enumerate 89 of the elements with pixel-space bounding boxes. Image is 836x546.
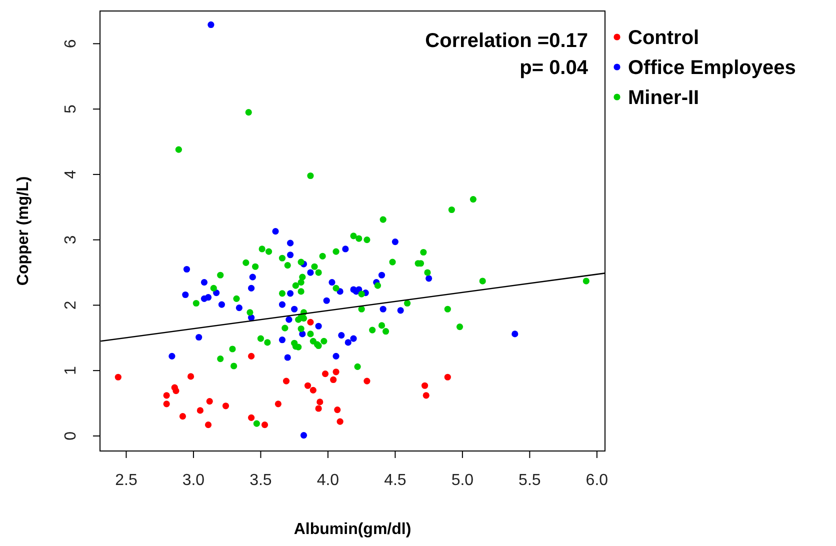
point bbox=[323, 297, 330, 304]
y-tick-label: 2 bbox=[62, 300, 80, 310]
x-tick-label: 2.5 bbox=[115, 472, 138, 489]
point bbox=[222, 402, 230, 410]
annotation: Correlation =0.17 bbox=[425, 30, 588, 52]
point bbox=[336, 418, 344, 425]
point bbox=[422, 392, 430, 399]
point bbox=[187, 373, 194, 380]
point bbox=[248, 414, 255, 421]
y-tick-label: 0 bbox=[62, 431, 80, 440]
point bbox=[310, 386, 316, 394]
legend-label: Control bbox=[628, 27, 700, 49]
point bbox=[287, 252, 294, 258]
point bbox=[287, 240, 294, 246]
annotation: p= 0.04 bbox=[520, 57, 589, 79]
point bbox=[421, 382, 428, 389]
y-tick-label: 5 bbox=[62, 104, 80, 114]
point bbox=[248, 284, 255, 292]
point bbox=[208, 21, 214, 28]
point bbox=[344, 339, 352, 346]
point bbox=[236, 304, 242, 312]
point bbox=[196, 407, 204, 414]
point bbox=[213, 289, 220, 296]
x-tick-label: 5.0 bbox=[451, 472, 474, 489]
y-tick-label: 6 bbox=[62, 39, 80, 48]
point bbox=[392, 238, 398, 246]
point bbox=[330, 376, 337, 384]
legend-label: Miner-II bbox=[628, 87, 700, 109]
point bbox=[200, 279, 208, 286]
point bbox=[182, 291, 189, 298]
point bbox=[274, 400, 282, 408]
point bbox=[183, 266, 190, 273]
point bbox=[342, 246, 349, 252]
point bbox=[278, 301, 286, 308]
point bbox=[282, 378, 290, 384]
point bbox=[286, 316, 292, 323]
point bbox=[322, 370, 329, 378]
point bbox=[218, 301, 226, 308]
point bbox=[291, 306, 298, 312]
point bbox=[163, 400, 170, 408]
point bbox=[316, 398, 324, 406]
legend-label: Office Employees bbox=[628, 57, 796, 79]
point bbox=[249, 274, 256, 280]
point bbox=[364, 378, 370, 384]
x-tick-label: 3.5 bbox=[250, 472, 272, 489]
y-axis-title: Copper (mg/L) bbox=[15, 176, 32, 286]
point bbox=[206, 398, 213, 405]
x-axis-title: Albumin(gm/dl) bbox=[294, 521, 412, 538]
point bbox=[338, 332, 345, 339]
point bbox=[248, 352, 255, 360]
point bbox=[300, 432, 308, 439]
point bbox=[196, 334, 202, 341]
point bbox=[278, 336, 286, 344]
point bbox=[261, 422, 268, 428]
point bbox=[114, 374, 122, 380]
point bbox=[168, 352, 176, 360]
x-tick-label: 6.0 bbox=[586, 472, 608, 489]
point bbox=[332, 368, 340, 376]
x-tick-label: 4.5 bbox=[384, 472, 406, 489]
point bbox=[204, 422, 212, 428]
point bbox=[397, 307, 404, 314]
point bbox=[200, 295, 208, 302]
y-tick-label: 3 bbox=[62, 235, 80, 244]
x-tick-label: 4.0 bbox=[316, 472, 340, 489]
point bbox=[284, 354, 291, 361]
point bbox=[172, 388, 180, 394]
point bbox=[163, 392, 170, 399]
point bbox=[179, 413, 186, 420]
point bbox=[328, 279, 336, 286]
point bbox=[299, 330, 306, 338]
point bbox=[444, 374, 451, 380]
point bbox=[512, 330, 518, 338]
point bbox=[378, 272, 386, 278]
point bbox=[307, 318, 314, 326]
y-tick-label: 4 bbox=[62, 170, 80, 179]
point bbox=[287, 290, 294, 297]
y-tick-label: 1 bbox=[62, 366, 80, 376]
point bbox=[332, 352, 340, 360]
point bbox=[307, 269, 314, 276]
x-tick-label: 3.0 bbox=[182, 472, 205, 489]
point bbox=[304, 382, 312, 389]
x-tick-label: 5.5 bbox=[518, 472, 541, 489]
point bbox=[426, 275, 432, 282]
point bbox=[272, 228, 279, 235]
point bbox=[350, 335, 357, 342]
point bbox=[315, 405, 322, 412]
point bbox=[380, 306, 386, 312]
point bbox=[334, 406, 341, 414]
point bbox=[315, 322, 322, 330]
